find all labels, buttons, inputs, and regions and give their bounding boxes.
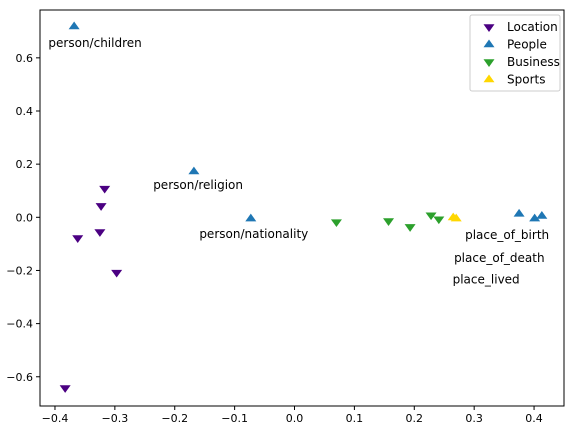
x-tick-label: 0.1 <box>346 412 364 424</box>
legend-label: Sports <box>507 73 545 87</box>
point-business <box>433 216 445 225</box>
legend-label: Business <box>507 55 560 69</box>
x-axis: −0.4 −0.3 −0.2 −0.1 0.0 0.1 0.2 0.3 0.4 <box>42 406 543 424</box>
data-points <box>59 21 548 393</box>
point-people <box>529 213 541 222</box>
x-tick-label: 0.3 <box>465 412 483 424</box>
y-tick-label: 0.0 <box>16 211 34 224</box>
y-tick-label: −0.4 <box>6 318 33 331</box>
legend-marker-people <box>483 39 495 48</box>
point-business <box>330 219 342 228</box>
annotation-label: person/religion <box>153 178 243 192</box>
annotations: person/children person/religion person/nat… <box>48 36 549 287</box>
point-location <box>99 185 111 194</box>
point-location <box>72 235 84 243</box>
point-location <box>59 385 71 393</box>
y-tick-label: 0.4 <box>16 105 34 118</box>
x-tick-label: −0.1 <box>221 412 248 424</box>
point-people <box>536 211 548 219</box>
legend-box <box>469 14 561 92</box>
point-people <box>188 166 200 175</box>
annotation-label: place_of_birth <box>465 228 549 242</box>
x-tick-label: 0.2 <box>406 412 424 424</box>
point-business <box>404 224 416 232</box>
x-tick-label: 0.4 <box>525 412 543 424</box>
annotation-label: person/children <box>48 36 141 50</box>
point-location <box>111 269 123 278</box>
point-people <box>513 208 525 217</box>
legend-label: Location <box>507 20 558 34</box>
y-tick-label: −0.6 <box>6 371 33 384</box>
annotation-label: place_of_death <box>454 251 545 265</box>
legend-marker-business <box>483 59 495 67</box>
annotation-label: person/nationality <box>199 227 308 241</box>
legend-marker-location <box>483 24 495 32</box>
point-business <box>425 212 437 221</box>
legend-label: People <box>507 38 547 52</box>
x-tick-label: −0.4 <box>42 412 69 424</box>
point-location <box>94 229 106 237</box>
point-people <box>68 21 80 30</box>
x-tick-label: 0.0 <box>286 412 304 424</box>
y-tick-label: 0.2 <box>16 158 34 171</box>
point-sports <box>450 213 462 222</box>
y-tick-label: −0.2 <box>6 264 33 277</box>
point-location <box>95 203 107 211</box>
legend-marker-sports <box>483 74 495 83</box>
y-tick-label: 0.6 <box>16 52 34 65</box>
x-tick-label: −0.2 <box>161 412 188 424</box>
x-tick-label: −0.3 <box>101 412 128 424</box>
point-business <box>383 218 395 226</box>
legend: Location People Business Sports <box>469 14 561 92</box>
point-people <box>245 213 257 222</box>
y-axis: −0.6 −0.4 −0.2 0.0 0.2 0.4 0.6 <box>6 52 40 384</box>
annotation-label: place_lived <box>453 273 520 287</box>
